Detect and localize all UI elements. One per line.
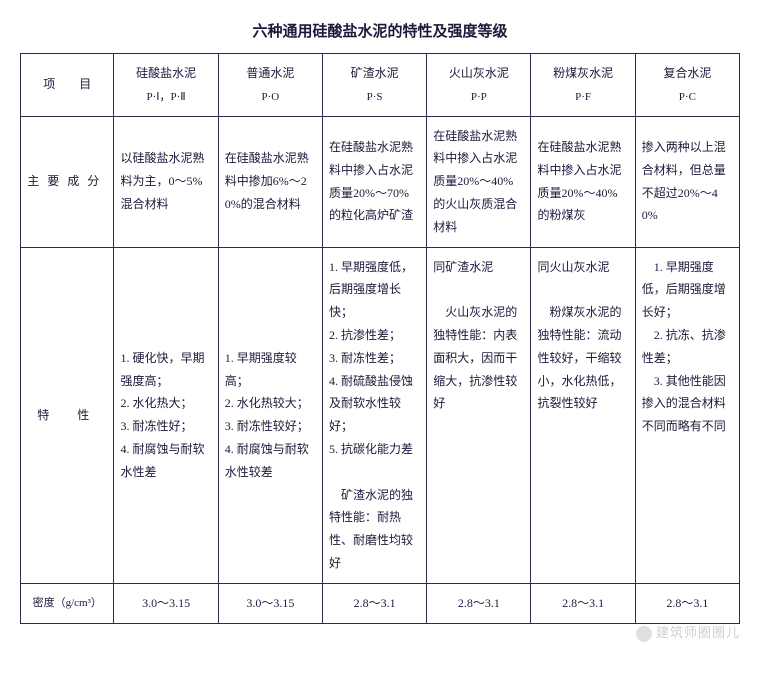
cell: 在硅酸盐水泥熟料中掺入占水泥质量20%～70%的粒化高炉矿渣: [322, 116, 426, 247]
cell: 同火山灰水泥 粉煤灰水泥的独特性能：流动性较好，干缩较小，水化热低，抗裂性较好: [531, 247, 635, 583]
col-sub: P·F: [537, 87, 628, 108]
row-midu: 密度（g/cm³） 3.0～3.15 3.0～3.15 2.8～3.1 2.8～…: [21, 583, 740, 623]
col-header-item: 项 目: [21, 54, 114, 117]
col-label: 矿渣水泥: [351, 66, 399, 80]
cell: 1. 早期强度低，后期强度增长快； 2. 抗渗性差； 3. 耐冻性差； 4. 耐…: [322, 247, 426, 583]
cell: 2.8～3.1: [531, 583, 635, 623]
cell: 1. 早期强度较高； 2. 水化热较大； 3. 耐冻性较好； 4. 耐腐蚀与耐软…: [218, 247, 322, 583]
col-header-flyash: 粉煤灰水泥 P·F: [531, 54, 635, 117]
row-label-texing: 特 性: [21, 247, 114, 583]
col-label: 硅酸盐水泥: [136, 66, 196, 80]
table-title: 六种通用硅酸盐水泥的特性及强度等级: [20, 20, 740, 41]
cell: 同矿渣水泥 火山灰水泥的独特性能：内表面积大，因而干缩大，抗渗性较好: [427, 247, 531, 583]
cell: 2.8～3.1: [322, 583, 426, 623]
cell: 3.0～3.15: [114, 583, 218, 623]
cell: 在硅酸盐水泥熟料中掺加6%～20%的混合材料: [218, 116, 322, 247]
col-header-portland: 硅酸盐水泥 P·Ⅰ，P·Ⅱ: [114, 54, 218, 117]
cell: 在硅酸盐水泥熟料中掺入占水泥质量20%～40%的火山灰质混合材料: [427, 116, 531, 247]
row-label-chengfen: 主要成分: [21, 116, 114, 247]
header-row: 项 目 硅酸盐水泥 P·Ⅰ，P·Ⅱ 普通水泥 P·O 矿渣水泥 P·S 火山灰水…: [21, 54, 740, 117]
col-label: 火山灰水泥: [449, 66, 509, 80]
col-header-pozzolan: 火山灰水泥 P·P: [427, 54, 531, 117]
row-chengfen: 主要成分 以硅酸盐水泥熟料为主，0～5%混合材料 在硅酸盐水泥熟料中掺加6%～2…: [21, 116, 740, 247]
col-label: 粉煤灰水泥: [553, 66, 613, 80]
col-sub: P·S: [329, 87, 420, 108]
watermark-text: 建筑师圈圈儿: [656, 625, 740, 640]
wechat-icon: [636, 626, 652, 642]
col-sub: P·Ⅰ，P·Ⅱ: [120, 87, 211, 108]
col-sub: P·O: [225, 87, 316, 108]
watermark: 建筑师圈圈儿: [636, 622, 740, 642]
cell: 2.8～3.1: [427, 583, 531, 623]
row-label-midu: 密度（g/cm³）: [21, 583, 114, 623]
cell: 1. 硬化快，早期强度高； 2. 水化热大； 3. 耐冻性好； 4. 耐腐蚀与耐…: [114, 247, 218, 583]
cell: 掺入两种以上混合材料，但总量不超过20%～40%: [635, 116, 739, 247]
cell: 2.8～3.1: [635, 583, 739, 623]
cell: 以硅酸盐水泥熟料为主，0～5%混合材料: [114, 116, 218, 247]
row-texing: 特 性 1. 硬化快，早期强度高； 2. 水化热大； 3. 耐冻性好； 4. 耐…: [21, 247, 740, 583]
col-label: 复合水泥: [663, 66, 711, 80]
col-sub: P·C: [642, 87, 733, 108]
col-header-composite: 复合水泥 P·C: [635, 54, 739, 117]
col-sub: P·P: [433, 87, 524, 108]
cell: 1. 早期强度低，后期强度增长好； 2. 抗冻、抗渗性差； 3. 其他性能因掺入…: [635, 247, 739, 583]
cell: 3.0～3.15: [218, 583, 322, 623]
col-label: 普通水泥: [246, 66, 294, 80]
cell: 在硅酸盐水泥熟料中掺入占水泥质量20%～40%的粉煤灰: [531, 116, 635, 247]
col-label: 项 目: [43, 77, 91, 91]
col-header-ordinary: 普通水泥 P·O: [218, 54, 322, 117]
col-header-slag: 矿渣水泥 P·S: [322, 54, 426, 117]
cement-properties-table: 项 目 硅酸盐水泥 P·Ⅰ，P·Ⅱ 普通水泥 P·O 矿渣水泥 P·S 火山灰水…: [20, 53, 740, 624]
